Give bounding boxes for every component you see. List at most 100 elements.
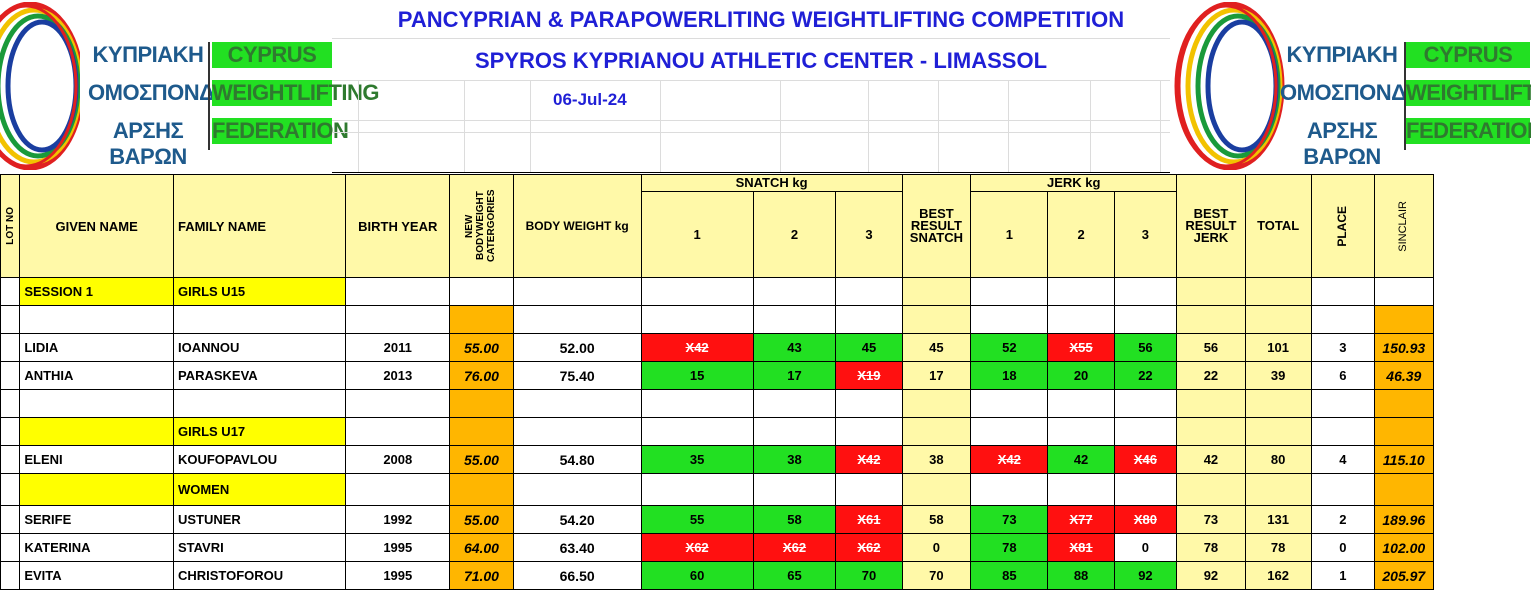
snatch-attempt-cell: 17: [752, 361, 837, 390]
bodyweight-cell: 63.40: [512, 533, 642, 562]
sinclair-cell: 150.93: [1373, 333, 1434, 362]
place-cell: 3: [1310, 333, 1375, 362]
jerk-attempt-cell: 73: [970, 505, 1049, 534]
birth-year-cell: 1992: [345, 505, 451, 534]
best-snatch-cell: 70: [901, 561, 972, 590]
snatch-attempt-cell: X19: [835, 361, 903, 390]
logo-english-line-2: WEIGHTLIFTING: [212, 80, 380, 106]
table-row: KATERINA STAVRI 1995 64.00 63.40 X62 X62…: [0, 533, 1531, 562]
sheet-header: ΚΥΠΡΙΑΚΗ ΟΜΟΣΠΟΝΔΙΑ ΑΡΣΗΣ ΒΑΡΩΝ CYPRUS W…: [0, 0, 1531, 174]
jerk-attempt-cell: 85: [970, 561, 1049, 590]
jerk-attempt-1-header: 1: [970, 191, 1049, 278]
header-grid-line: [332, 80, 1170, 81]
logo-english-line-3: FEDERATION: [1406, 118, 1531, 144]
snatch-attempt-cell: 65: [752, 561, 837, 590]
table-row: SERIFE USTUNER 1992 55.00 54.20 55 58 X6…: [0, 505, 1531, 534]
jerk-attempt-cell: X77: [1047, 505, 1115, 534]
category-cell: 64.00: [449, 533, 514, 562]
logo-english-line-1: CYPRUS: [1406, 42, 1530, 68]
sinclair-cell: 102.00: [1373, 533, 1434, 562]
federation-logo-right: ΚΥΠΡΙΑΚΗ ΟΜΟΣΠΟΝΔΙΑ ΑΡΣΗΣ ΒΑΡΩΝ CYPRUS W…: [1170, 2, 1531, 170]
jerk-attempt-cell: X81: [1047, 533, 1115, 562]
best-jerk-cell: 92: [1176, 561, 1246, 590]
snatch-group-header: SNATCH kg: [640, 174, 903, 192]
place-cell: 6: [1310, 361, 1375, 390]
session-row: WOMEN: [0, 473, 1531, 506]
sinclair-cell: 189.96: [1373, 505, 1434, 534]
col-family-name: FAMILY NAME: [172, 174, 347, 278]
col-place: PLACE: [1310, 174, 1375, 278]
snatch-attempt-2-header: 2: [752, 191, 837, 278]
bodyweight-cell: 52.00: [512, 333, 642, 362]
logo-greek-line-1: ΚΥΠΡΙΑΚΗ: [92, 42, 204, 67]
jerk-attempt-2-header: 2: [1047, 191, 1115, 278]
spacer-row: [0, 389, 1531, 418]
session-row: SESSION 1 GIRLS U15: [0, 277, 1531, 306]
total-cell: 101: [1244, 333, 1312, 362]
jerk-attempt-cell: X46: [1113, 445, 1178, 474]
total-cell: 131: [1244, 505, 1312, 534]
snatch-attempt-cell: X42: [640, 333, 754, 362]
snatch-attempt-cell: X62: [640, 533, 754, 562]
total-cell: 162: [1244, 561, 1312, 590]
session-row: GIRLS U17: [0, 417, 1531, 446]
group-label: WOMEN: [172, 473, 347, 506]
logo-greek-line-2: ΟΜΟΣΠΟΝΔΙΑ: [1280, 80, 1428, 105]
logo-greek-line-1: ΚΥΠΡΙΑΚΗ: [1286, 42, 1398, 67]
given-name-cell: ANTHIA: [19, 361, 174, 390]
logo-divider: [208, 42, 210, 150]
bodyweight-cell: 54.80: [512, 445, 642, 474]
header-grid-line: [332, 120, 1170, 121]
snatch-attempt-cell: 35: [640, 445, 754, 474]
given-name-cell: EVITA: [19, 561, 174, 590]
logo-greek-line-2: ΟΜΟΣΠΟΝΔΙΑ: [88, 80, 236, 105]
jerk-attempt-cell: 18: [970, 361, 1049, 390]
snatch-attempt-cell: X62: [835, 533, 903, 562]
federation-logo-left: ΚΥΠΡΙΑΚΗ ΟΜΟΣΠΟΝΔΙΑ ΑΡΣΗΣ ΒΑΡΩΝ CYPRUS W…: [0, 2, 380, 170]
given-name-cell: ELENI: [19, 445, 174, 474]
jerk-attempt-cell: 92: [1113, 561, 1178, 590]
birth-year-cell: 2013: [345, 361, 451, 390]
results-table: LOT NO GIVEN NAME FAMILY NAME BIRTH YEAR…: [0, 174, 1531, 590]
snatch-attempt-cell: 55: [640, 505, 754, 534]
table-row: LIDIA IOANNOU 2011 55.00 52.00 X42 43 45…: [0, 333, 1531, 362]
header-grid-line: [358, 80, 359, 172]
logo-english-line-1: CYPRUS: [212, 42, 332, 68]
header-grid-line: [868, 80, 869, 172]
place-cell: 4: [1310, 445, 1375, 474]
bodyweight-cell: 66.50: [512, 561, 642, 590]
sinclair-cell: 46.39: [1373, 361, 1434, 390]
col-birth-year: BIRTH YEAR: [345, 174, 451, 278]
jerk-attempt-cell: 42: [1047, 445, 1115, 474]
jerk-attempt-cell: X80: [1113, 505, 1178, 534]
header-grid-line: [530, 80, 531, 172]
best-snatch-cell: 45: [901, 333, 972, 362]
snatch-attempt-cell: 70: [835, 561, 903, 590]
rings-icon: [0, 2, 80, 170]
venue-title: SPYROS KYPRIANOU ATHLETIC CENTER - LIMAS…: [474, 48, 1048, 73]
snatch-attempt-3-header: 3: [835, 191, 903, 278]
competition-title: PANCYPRIAN & PARAPOWERLITING WEIGHTLIFTI…: [397, 7, 1125, 32]
col-lot-no: LOT NO: [0, 174, 21, 278]
table-row: ANTHIA PARASKEVA 2013 76.00 75.40 15 17 …: [0, 361, 1531, 390]
best-jerk-cell: 73: [1176, 505, 1246, 534]
group-label: GIRLS U15: [172, 277, 347, 306]
snatch-attempt-cell: X42: [835, 445, 903, 474]
category-cell: 55.00: [449, 445, 514, 474]
jerk-attempt-cell: 22: [1113, 361, 1178, 390]
jerk-attempt-cell: 20: [1047, 361, 1115, 390]
family-name-cell: CHRISTOFOROU: [172, 561, 347, 590]
given-name-cell: KATERINA: [19, 533, 174, 562]
total-cell: 80: [1244, 445, 1312, 474]
best-snatch-cell: 0: [901, 533, 972, 562]
spacer-row: [0, 305, 1531, 334]
snatch-attempt-cell: 43: [752, 333, 837, 362]
header-grid-line: [1008, 80, 1009, 172]
logo-english-line-3: FEDERATION: [212, 118, 349, 144]
jerk-attempt-cell: 88: [1047, 561, 1115, 590]
jerk-attempt-3-header: 3: [1113, 191, 1178, 278]
jerk-attempt-cell: 52: [970, 333, 1049, 362]
jerk-attempt-cell: X42: [970, 445, 1049, 474]
place-cell: 1: [1310, 561, 1375, 590]
place-cell: 2: [1310, 505, 1375, 534]
